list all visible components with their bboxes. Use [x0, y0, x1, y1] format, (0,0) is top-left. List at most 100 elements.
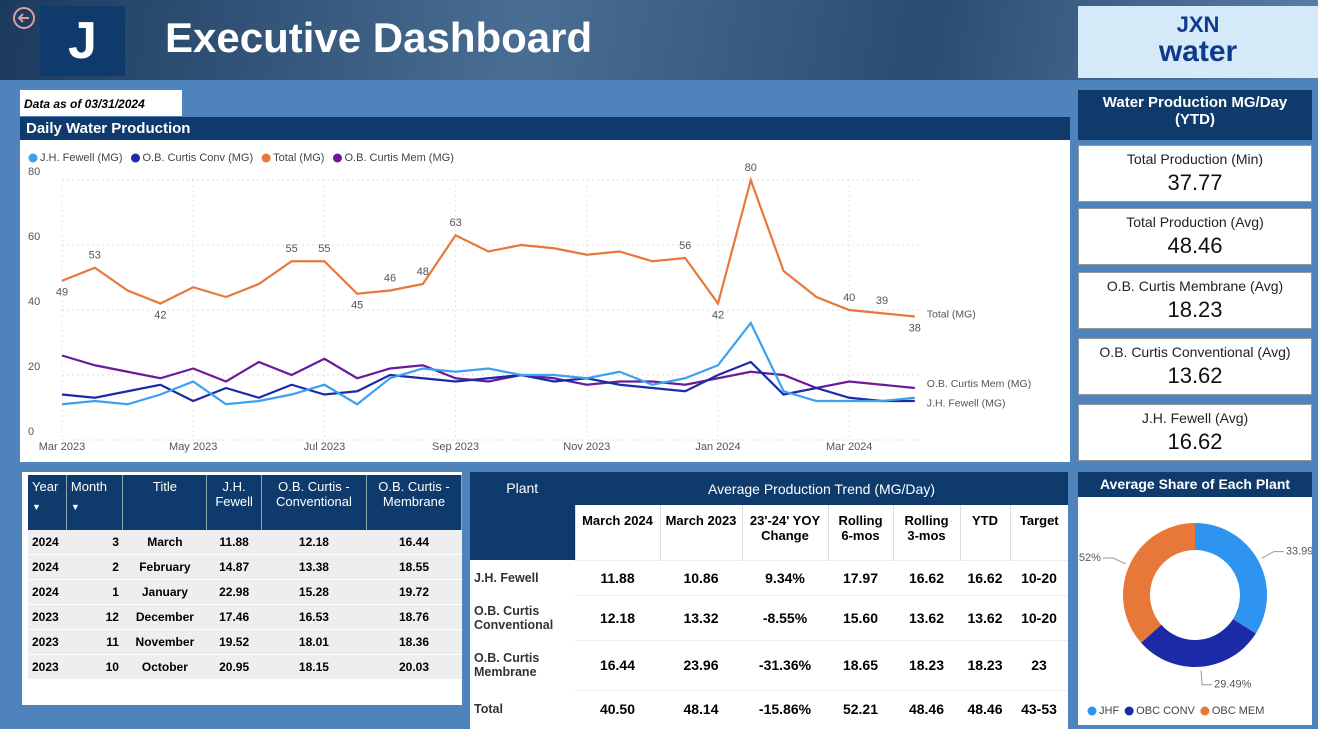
table-cell: 13.38	[261, 555, 366, 580]
kpi-card: O.B. Curtis Conventional (Avg)13.62	[1078, 338, 1312, 395]
header-text: Year	[32, 479, 62, 494]
legend-label: O.B. Curtis Conv (MG)	[143, 152, 254, 164]
series-end-label: J.H. Fewell (MG)	[927, 398, 1006, 410]
table-cell: 43-53	[1010, 690, 1068, 728]
as-of-date: Data as of 03/31/2024	[20, 90, 182, 116]
table-cell: 11	[66, 630, 123, 655]
y-tick-label: 0	[28, 426, 34, 438]
x-tick-label: Sep 2023	[432, 441, 479, 453]
legend-marker	[1088, 707, 1097, 716]
table-cell: 14.87	[207, 555, 262, 580]
x-tick-label: Mar 2024	[826, 441, 872, 453]
table-cell: 48.46	[893, 690, 960, 728]
kpi-value: 13.62	[1079, 363, 1311, 389]
kpi-label: J.H. Fewell (Avg)	[1079, 410, 1311, 426]
table-cell: 13.62	[960, 595, 1010, 640]
legend-label: Total (MG)	[273, 152, 324, 164]
table-cell: 52.21	[828, 690, 893, 728]
table-cell: O.B. Curtis Membrane	[470, 640, 575, 690]
logo: J	[40, 6, 125, 76]
table-cell: 2023	[28, 630, 66, 655]
table-cell: -8.55%	[742, 595, 828, 640]
legend-marker	[333, 154, 342, 163]
table-cell: 40.50	[575, 690, 660, 728]
data-label: 39	[876, 295, 888, 307]
label-leader	[1103, 558, 1126, 564]
back-button[interactable]	[12, 6, 36, 30]
trend-table-panel: PlantAverage Production Trend (MG/Day)Ma…	[470, 472, 1068, 729]
column-header: J.H. Fewell	[207, 475, 262, 530]
table-cell: 2023	[28, 605, 66, 630]
table-row: 202310October20.9518.1520.03	[28, 655, 462, 680]
header-text: O.B. Curtis - Conventional	[266, 479, 362, 509]
column-header: YTD	[960, 505, 1010, 560]
group-header: Average Production Trend (MG/Day)	[575, 472, 1068, 505]
kpi-card: Total Production (Avg)48.46	[1078, 208, 1312, 265]
slice-label: 33.99%	[1286, 546, 1312, 558]
table-cell: 16.53	[261, 605, 366, 630]
table-cell: 13.32	[660, 595, 742, 640]
label-leader	[1201, 671, 1212, 685]
kpi-card: Total Production (Min) 37.77	[1078, 145, 1312, 202]
table-cell: 17.97	[828, 560, 893, 595]
column-header: O.B. Curtis - Conventional	[261, 475, 366, 530]
legend-label: J.H. Fewell (MG)	[40, 152, 123, 164]
table-cell: 11.88	[575, 560, 660, 595]
column-header: 23'-24' YOY Change	[742, 505, 828, 560]
brand-bottom: water	[1078, 38, 1318, 66]
column-header: Rolling 6-mos	[828, 505, 893, 560]
legend-marker	[131, 154, 140, 163]
x-tick-label: Jul 2023	[304, 441, 346, 453]
kpi-card: J.H. Fewell (Avg)16.62	[1078, 404, 1312, 461]
table-cell: 18.36	[366, 630, 461, 655]
data-label: 49	[56, 287, 68, 299]
chart-title: Daily Water Production	[20, 117, 1070, 140]
brand-logo: JXN water	[1078, 6, 1318, 78]
table-cell: 18.23	[960, 640, 1010, 690]
table-cell: 15.60	[828, 595, 893, 640]
table-cell: 18.15	[261, 655, 366, 680]
legend-label: JHF	[1099, 705, 1119, 717]
series-line	[62, 180, 915, 317]
data-label: 45	[351, 300, 363, 312]
table-row: O.B. Curtis Membrane16.4423.96-31.36%18.…	[470, 640, 1068, 690]
table-cell: February	[123, 555, 207, 580]
header-row: Year▼Month▼TitleJ.H. FewellO.B. Curtis -…	[28, 475, 462, 530]
column-header: Target	[1010, 505, 1068, 560]
kpi-card: O.B. Curtis Membrane (Avg)18.23	[1078, 272, 1312, 329]
table-cell: -15.86%	[742, 690, 828, 728]
legend-marker	[1125, 707, 1134, 716]
x-tick-label: Mar 2023	[39, 441, 85, 453]
y-tick-label: 80	[28, 166, 40, 178]
table-cell: 12	[66, 605, 123, 630]
legend-label: OBC MEM	[1212, 705, 1265, 717]
column-header: Title	[123, 475, 207, 530]
kpi-title: Water Production MG/Day (YTD)	[1078, 90, 1312, 140]
table-cell: 22.98	[207, 580, 262, 605]
kpi-value: 37.77	[1079, 170, 1311, 196]
column-header: Rolling 3-mos	[893, 505, 960, 560]
table-cell: 2023	[28, 655, 66, 680]
column-header: March 2024	[575, 505, 660, 560]
header-text: J.H. Fewell	[211, 479, 257, 509]
table-cell: 12.18	[575, 595, 660, 640]
table-cell: O.B. Curtis Conventional	[470, 595, 575, 640]
table-cell: 9.34%	[742, 560, 828, 595]
legend-label: OBC CONV	[1136, 705, 1195, 717]
table-cell: November	[123, 630, 207, 655]
donut-slice	[1195, 523, 1267, 634]
column-header: March 2023	[660, 505, 742, 560]
table-cell: 19.72	[366, 580, 461, 605]
series-line	[62, 323, 915, 404]
data-label: 80	[745, 162, 757, 174]
table-cell: 23	[1010, 640, 1068, 690]
kpi-label: Total Production (Min)	[1079, 151, 1311, 167]
table-cell: J.H. Fewell	[470, 560, 575, 595]
data-label: 46	[384, 272, 396, 284]
table-row: 202312December17.4616.5318.76	[28, 605, 462, 630]
